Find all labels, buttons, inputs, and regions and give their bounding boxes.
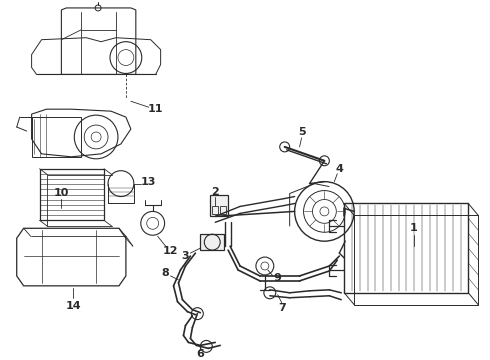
- Text: 12: 12: [163, 246, 178, 256]
- Bar: [210, 194, 228, 216]
- Bar: [220, 206, 226, 215]
- Text: 2: 2: [211, 186, 219, 197]
- Text: 3: 3: [182, 251, 189, 261]
- Text: 13: 13: [141, 177, 156, 186]
- Bar: [212, 206, 218, 215]
- Bar: [344, 203, 468, 293]
- Text: 11: 11: [148, 104, 164, 114]
- Text: 4: 4: [335, 164, 343, 174]
- Text: 7: 7: [278, 303, 286, 313]
- Text: 10: 10: [54, 188, 69, 198]
- Text: 8: 8: [162, 268, 170, 278]
- Text: 5: 5: [298, 127, 305, 137]
- Bar: [32, 117, 81, 157]
- Text: 1: 1: [410, 223, 417, 233]
- Bar: [200, 234, 224, 250]
- Text: 14: 14: [66, 301, 81, 311]
- Text: 9: 9: [274, 273, 282, 283]
- Text: 6: 6: [196, 349, 204, 359]
- Bar: [40, 169, 104, 220]
